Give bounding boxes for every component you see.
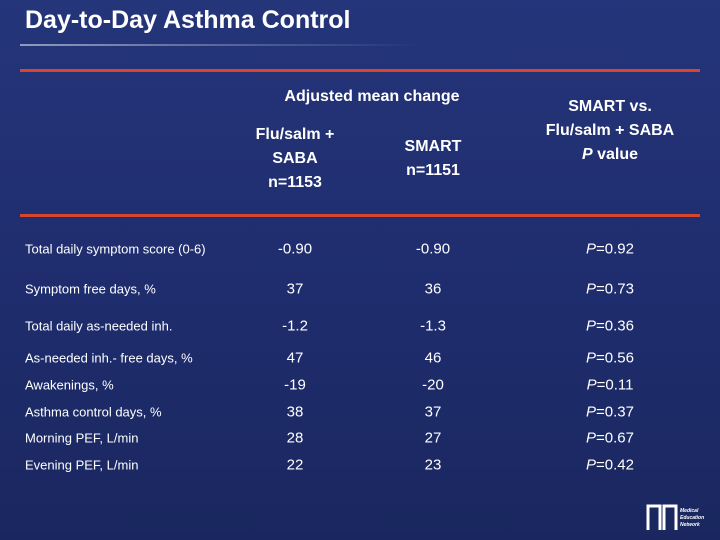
cell-value: 47 (286, 349, 304, 367)
row-label: Evening PEF, L/min (25, 457, 139, 473)
cell-value: 36 (424, 280, 442, 298)
row-label: Total daily symptom score (0-6) (25, 241, 206, 257)
group-header: Adjusted mean change (284, 88, 460, 105)
column-header: P value (581, 146, 639, 163)
row-label: Asthma control days, % (25, 404, 162, 420)
column-header: SABA (272, 150, 318, 167)
logo-mark (646, 504, 678, 530)
p-value: P=0.42 (586, 456, 634, 474)
cell-value: 28 (286, 429, 304, 447)
cell-value: -0.90 (277, 240, 313, 258)
row-label: Symptom free days, % (25, 281, 156, 297)
column-header: SMART vs. (568, 98, 652, 115)
p-value: P=0.56 (586, 349, 634, 367)
cell-value: 38 (286, 403, 304, 421)
cell-value: -20 (422, 376, 444, 394)
cell-value: -1.3 (420, 317, 446, 335)
cell-value: -1.2 (282, 317, 308, 335)
p-value: P=0.37 (586, 403, 634, 421)
row-label: As-needed inh.- free days, % (25, 350, 193, 366)
title-rule (20, 44, 420, 46)
column-header: SMART (404, 138, 462, 155)
column-header: n=1151 (406, 162, 460, 179)
p-value: P=0.73 (586, 280, 634, 298)
table-top-rule (20, 69, 700, 72)
logo-text: Network (680, 522, 700, 528)
slide-title: Day-to-Day Asthma Control (25, 6, 351, 34)
column-header: Flu/salm + (255, 126, 335, 143)
logo-text: Education (680, 515, 705, 521)
cell-value: 23 (424, 456, 442, 474)
p-value: P=0.92 (586, 240, 634, 258)
p-value: P=0.67 (586, 429, 634, 447)
row-label: Total daily as-needed inh. (25, 318, 173, 334)
cell-value: -0.90 (415, 240, 451, 258)
cell-value: 22 (286, 456, 304, 474)
cell-value: 37 (424, 403, 442, 421)
header-rule (20, 214, 700, 217)
cell-value: 46 (424, 349, 442, 367)
cell-value: 37 (286, 280, 304, 298)
p-value: P=0.11 (586, 376, 634, 394)
cell-value: 27 (424, 429, 442, 447)
row-label: Awakenings, % (25, 377, 114, 393)
logo: Medical Education Network (646, 500, 708, 534)
logo-text: Medical (680, 508, 699, 514)
column-header: Flu/salm + SABA (545, 122, 675, 139)
column-header: n=1153 (268, 174, 322, 191)
row-label: Morning PEF, L/min (25, 430, 139, 446)
p-value: P=0.36 (586, 317, 634, 335)
cell-value: -19 (284, 376, 306, 394)
